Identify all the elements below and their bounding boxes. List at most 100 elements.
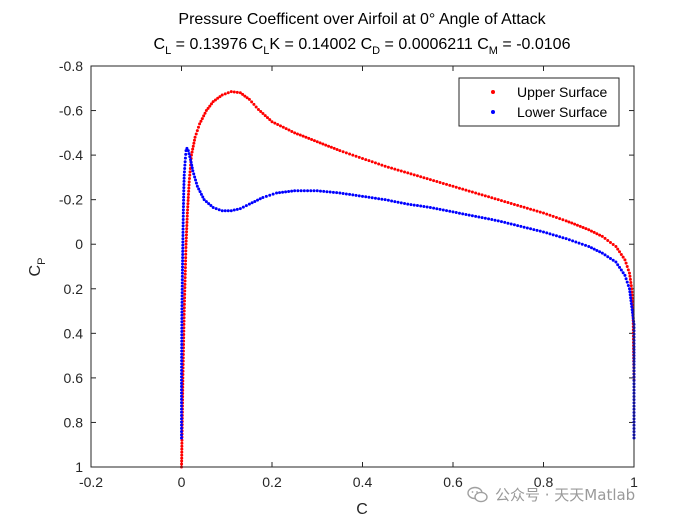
- data-point: [627, 287, 631, 291]
- data-point: [226, 209, 230, 213]
- data-point: [554, 215, 558, 219]
- data-point: [204, 200, 208, 204]
- data-point: [250, 201, 254, 205]
- data-point: [315, 140, 319, 144]
- data-point: [629, 302, 633, 306]
- data-point: [186, 208, 190, 212]
- data-point: [493, 218, 497, 222]
- data-point: [367, 195, 371, 199]
- data-point: [595, 248, 599, 252]
- y-tick-label: -0.2: [59, 192, 83, 208]
- data-point: [258, 197, 262, 201]
- data-point: [180, 274, 184, 278]
- data-point: [181, 265, 184, 269]
- data-point: [247, 97, 251, 101]
- data-point: [265, 116, 269, 120]
- data-point: [386, 198, 390, 202]
- data-point: [180, 291, 184, 295]
- data-point: [192, 138, 196, 142]
- y-tick-label: 0.8: [64, 414, 84, 430]
- data-point: [570, 221, 574, 225]
- data-point: [551, 233, 555, 237]
- legend-marker: [491, 90, 495, 94]
- data-point: [180, 278, 184, 282]
- data-point: [181, 205, 185, 209]
- data-point: [180, 433, 183, 437]
- data-point: [335, 148, 339, 152]
- data-point: [181, 234, 185, 238]
- legend-entry-label: Upper Surface: [517, 84, 607, 100]
- data-point: [182, 302, 186, 306]
- data-point: [183, 289, 187, 293]
- data-point: [538, 229, 542, 233]
- data-point: [464, 212, 468, 216]
- data-point: [181, 259, 185, 263]
- data-point: [587, 244, 591, 248]
- data-point: [554, 234, 558, 238]
- data-point: [564, 237, 568, 241]
- data-point: [180, 414, 183, 418]
- data-point: [180, 287, 184, 291]
- data-point: [180, 459, 184, 463]
- data-point: [611, 258, 615, 262]
- data-point: [184, 252, 188, 256]
- data-point: [197, 187, 201, 191]
- data-point: [185, 224, 189, 228]
- data-point: [512, 223, 516, 227]
- data-point: [181, 227, 185, 231]
- data-point: [403, 170, 407, 174]
- data-point: [592, 247, 596, 251]
- data-point: [216, 96, 220, 100]
- data-point: [522, 225, 526, 229]
- data-point: [625, 265, 629, 268]
- data-point: [487, 217, 491, 221]
- data-point: [180, 375, 184, 379]
- data-point: [183, 296, 187, 300]
- data-point: [181, 224, 185, 228]
- data-point: [470, 190, 474, 194]
- data-point: [204, 109, 208, 113]
- data-point: [373, 196, 377, 200]
- data-point: [235, 90, 239, 94]
- data-point: [192, 141, 196, 145]
- data-point: [181, 262, 185, 266]
- data-point: [435, 180, 439, 184]
- data-point: [457, 186, 461, 190]
- data-point: [226, 91, 230, 95]
- data-point: [344, 151, 348, 155]
- data-point: [623, 273, 627, 277]
- data-point: [180, 339, 184, 343]
- data-point: [211, 205, 215, 209]
- data-point: [545, 212, 549, 216]
- data-point: [600, 234, 604, 238]
- data-point: [232, 208, 236, 212]
- data-point: [182, 198, 186, 202]
- data-point: [185, 230, 189, 234]
- data-point: [184, 239, 188, 243]
- data-point: [281, 125, 285, 129]
- data-point: [538, 210, 542, 214]
- data-point: [630, 311, 634, 315]
- data-point: [298, 133, 302, 137]
- data-point: [438, 207, 442, 211]
- data-point: [454, 211, 458, 215]
- data-point: [198, 122, 202, 126]
- data-point: [188, 155, 192, 159]
- data-point: [254, 105, 258, 109]
- data-point: [180, 388, 183, 392]
- data-point: [180, 436, 183, 440]
- data-point: [357, 194, 361, 198]
- data-point: [180, 330, 184, 334]
- data-point: [364, 195, 368, 199]
- data-point: [181, 221, 185, 225]
- data-point: [403, 201, 407, 205]
- data-point: [180, 294, 184, 298]
- data-point: [180, 397, 183, 401]
- data-point: [629, 284, 633, 288]
- data-point: [618, 250, 622, 254]
- data-point: [223, 92, 227, 96]
- data-point: [354, 154, 358, 158]
- data-point: [290, 189, 294, 193]
- data-point: [415, 174, 419, 178]
- data-point: [275, 191, 279, 195]
